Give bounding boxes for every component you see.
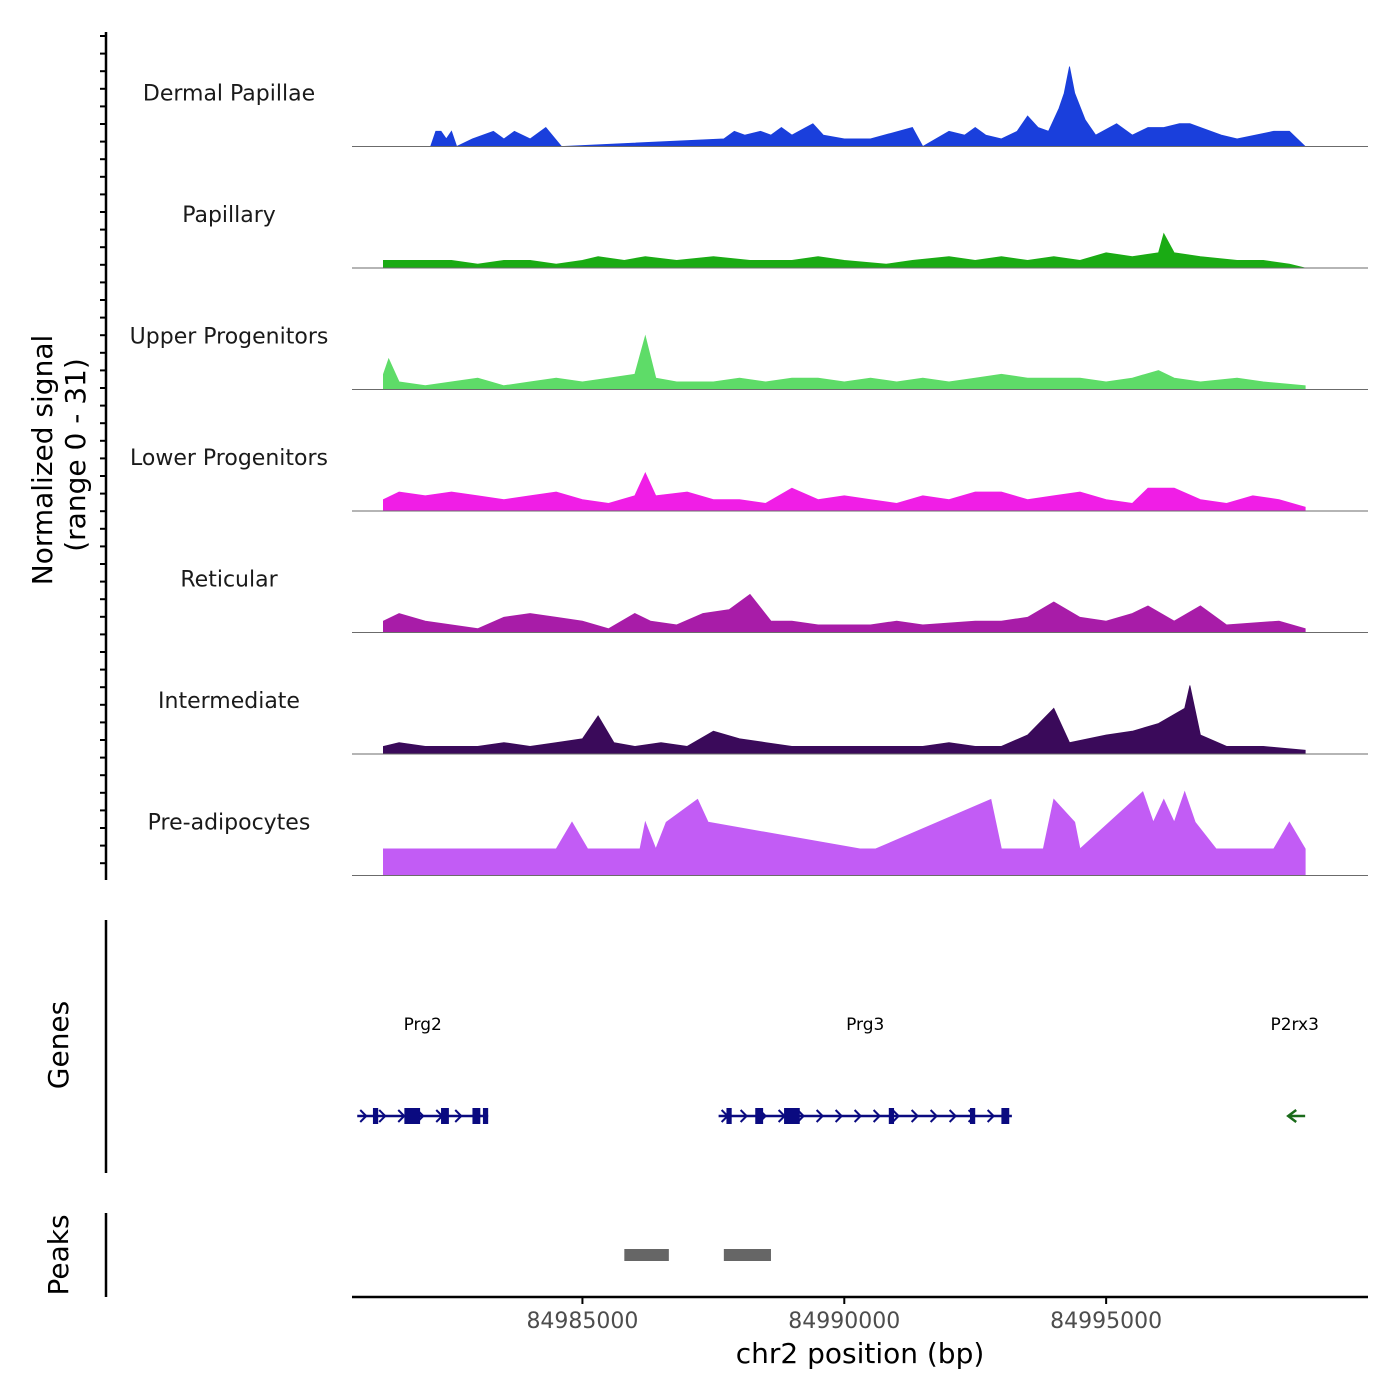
track-label: Lower Progenitors [130,446,328,471]
gene-label: Prg2 [404,1015,442,1035]
signal-area [430,66,1307,148]
track-upper-progenitors: Upper Progenitors [130,325,1368,390]
x-axis-title: chr2 position (bp) [736,1337,985,1370]
peak [624,1249,669,1261]
exon [784,1108,800,1124]
track-label: Pre-adipocytes [148,811,311,836]
signal-area [383,334,1306,390]
exon [441,1108,449,1124]
peaks-label: Peaks [42,1214,75,1295]
track-label: Papillary [182,203,276,228]
gene-prg3: Prg3 [718,1015,1012,1124]
strand-arrow [891,1109,901,1123]
axes: 84985000 84990000 84995000 [100,32,1368,1334]
signal-area [383,685,1306,755]
strand-arrow [872,1109,882,1123]
exon [1001,1108,1010,1124]
strand-arrow [739,1109,749,1123]
peak-track [624,1249,771,1261]
signal-area [383,471,1306,512]
strand-arrow [986,1109,996,1123]
strand-arrow [834,1109,844,1123]
strand-arrow [948,1109,958,1123]
signal-tracks: Dermal Papillae Papillary Upper Progenitor… [130,66,1368,876]
x-tick-label: 84995000 [1050,1309,1162,1334]
strand-arrow [910,1109,920,1123]
strand-arrow [378,1109,387,1123]
y-axis-title-line1: Normalized signal [26,335,59,586]
strand-arrow [454,1109,463,1123]
track-reticular: Reticular [180,568,1368,633]
exon [482,1108,489,1124]
strand-arrow [397,1109,406,1123]
exon [755,1108,764,1124]
track-lower-progenitors: Lower Progenitors [130,446,1368,512]
gene-label: P2rx3 [1270,1015,1318,1035]
signal-area [383,232,1306,269]
x-tick-label: 84990000 [788,1309,900,1334]
track-dermal-papillae: Dermal Papillae [143,66,1368,148]
exon [372,1108,379,1124]
track-label: Reticular [180,568,278,593]
exon [404,1108,421,1124]
strand-arrow [1286,1109,1297,1123]
genes-label: Genes [42,1001,75,1089]
signal-area [383,790,1306,876]
strand-arrow [359,1109,368,1123]
track-label: Dermal Papillae [143,82,315,107]
track-intermediate: Intermediate [158,685,1368,755]
x-tick-label: 84985000 [526,1309,638,1334]
strand-arrow [853,1109,863,1123]
strand-arrow [815,1109,825,1123]
gene-label: Prg3 [846,1015,884,1035]
gene-p2rx3: P2rx3 [1270,1015,1319,1123]
track-pre-adipocytes: Pre-adipocytes [148,790,1368,876]
gene-track: Prg2 Prg3 P2rx3 [357,1015,1319,1124]
gene-prg2: Prg2 [357,1015,489,1124]
exon [726,1108,732,1124]
track-label: Intermediate [158,689,300,714]
y-axis-title-line2: (range 0 - 31) [59,358,92,552]
exon [969,1108,976,1124]
signal-area [383,593,1306,633]
peak [723,1249,771,1261]
track-label: Upper Progenitors [130,325,329,350]
exon [472,1108,481,1124]
exon [888,1108,895,1124]
strand-arrow [929,1109,939,1123]
track-papillary: Papillary [182,203,1368,269]
